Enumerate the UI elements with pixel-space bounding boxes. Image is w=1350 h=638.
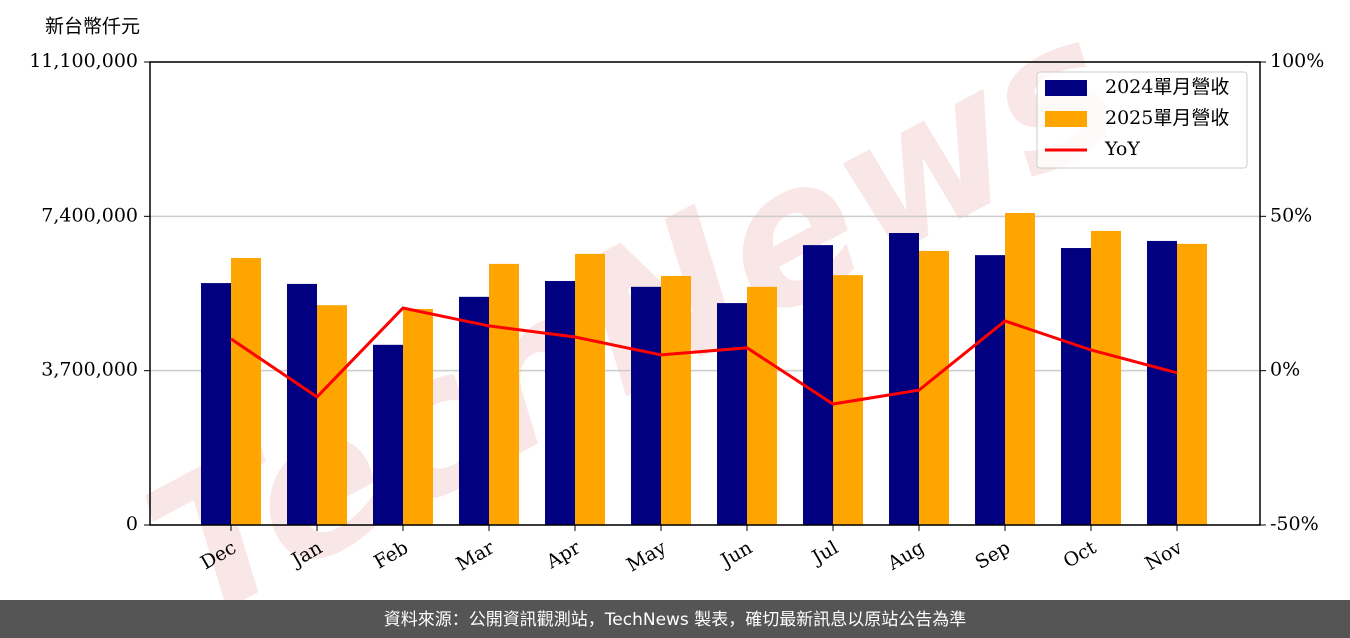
legend-label: YoY [1104, 138, 1140, 160]
y2-tick-label: -50% [1270, 513, 1319, 535]
y-tick-label: 0 [126, 513, 138, 535]
bar [1005, 212, 1035, 525]
bar [1177, 243, 1207, 525]
line-series [230, 306, 1178, 406]
bar [889, 233, 919, 526]
bar [717, 303, 747, 525]
bar [489, 263, 519, 525]
bar [747, 286, 777, 525]
x-tick-label: Aug [883, 537, 928, 576]
bar [459, 296, 489, 525]
bar [317, 305, 347, 525]
legend-box [1036, 71, 1248, 169]
y2-tick-label: 50% [1270, 204, 1312, 226]
y2-tick-label: 0% [1270, 359, 1300, 381]
bar [287, 283, 317, 525]
x-tick-label: Nov [1141, 536, 1186, 575]
bar [975, 255, 1005, 525]
legend-label: 2025單月營收 [1105, 107, 1229, 129]
bar [403, 308, 433, 525]
y-axis-label: 新台幣仟元 [45, 16, 140, 38]
bar [803, 245, 833, 525]
legend-swatch [1045, 80, 1087, 96]
legend-swatch [1045, 111, 1087, 127]
bar [201, 283, 231, 525]
bar [373, 344, 403, 525]
plot-frame [149, 61, 1261, 526]
bar [631, 286, 661, 525]
bar [1091, 230, 1121, 525]
x-tick-label: May [623, 536, 670, 576]
footer: 資料來源：公開資訊觀測站，TechNews 製表，確切最新訊息以原站公告為準 [384, 610, 966, 630]
y-tick-label: 3,700,000 [41, 359, 138, 381]
bar [1061, 248, 1091, 525]
bar [545, 280, 575, 525]
x-tick-label: Jul [807, 537, 842, 570]
y-tick-label: 7,400,000 [41, 204, 138, 226]
bar [575, 253, 605, 525]
x-tick-label: Mar [452, 536, 498, 575]
x-tick-label: Sep [971, 537, 1014, 574]
footer-band [0, 600, 1350, 638]
y-tick-label: 11,100,000 [29, 50, 138, 72]
bar [1147, 240, 1177, 525]
y2-tick-label: 100% [1270, 50, 1324, 72]
bar [231, 258, 261, 525]
legend-label: 2024單月營收 [1105, 76, 1229, 98]
bar [661, 275, 691, 525]
x-tick-label: Jun [715, 537, 756, 573]
x-tick-label: Oct [1060, 536, 1101, 572]
x-tick-label: Apr [542, 536, 585, 573]
